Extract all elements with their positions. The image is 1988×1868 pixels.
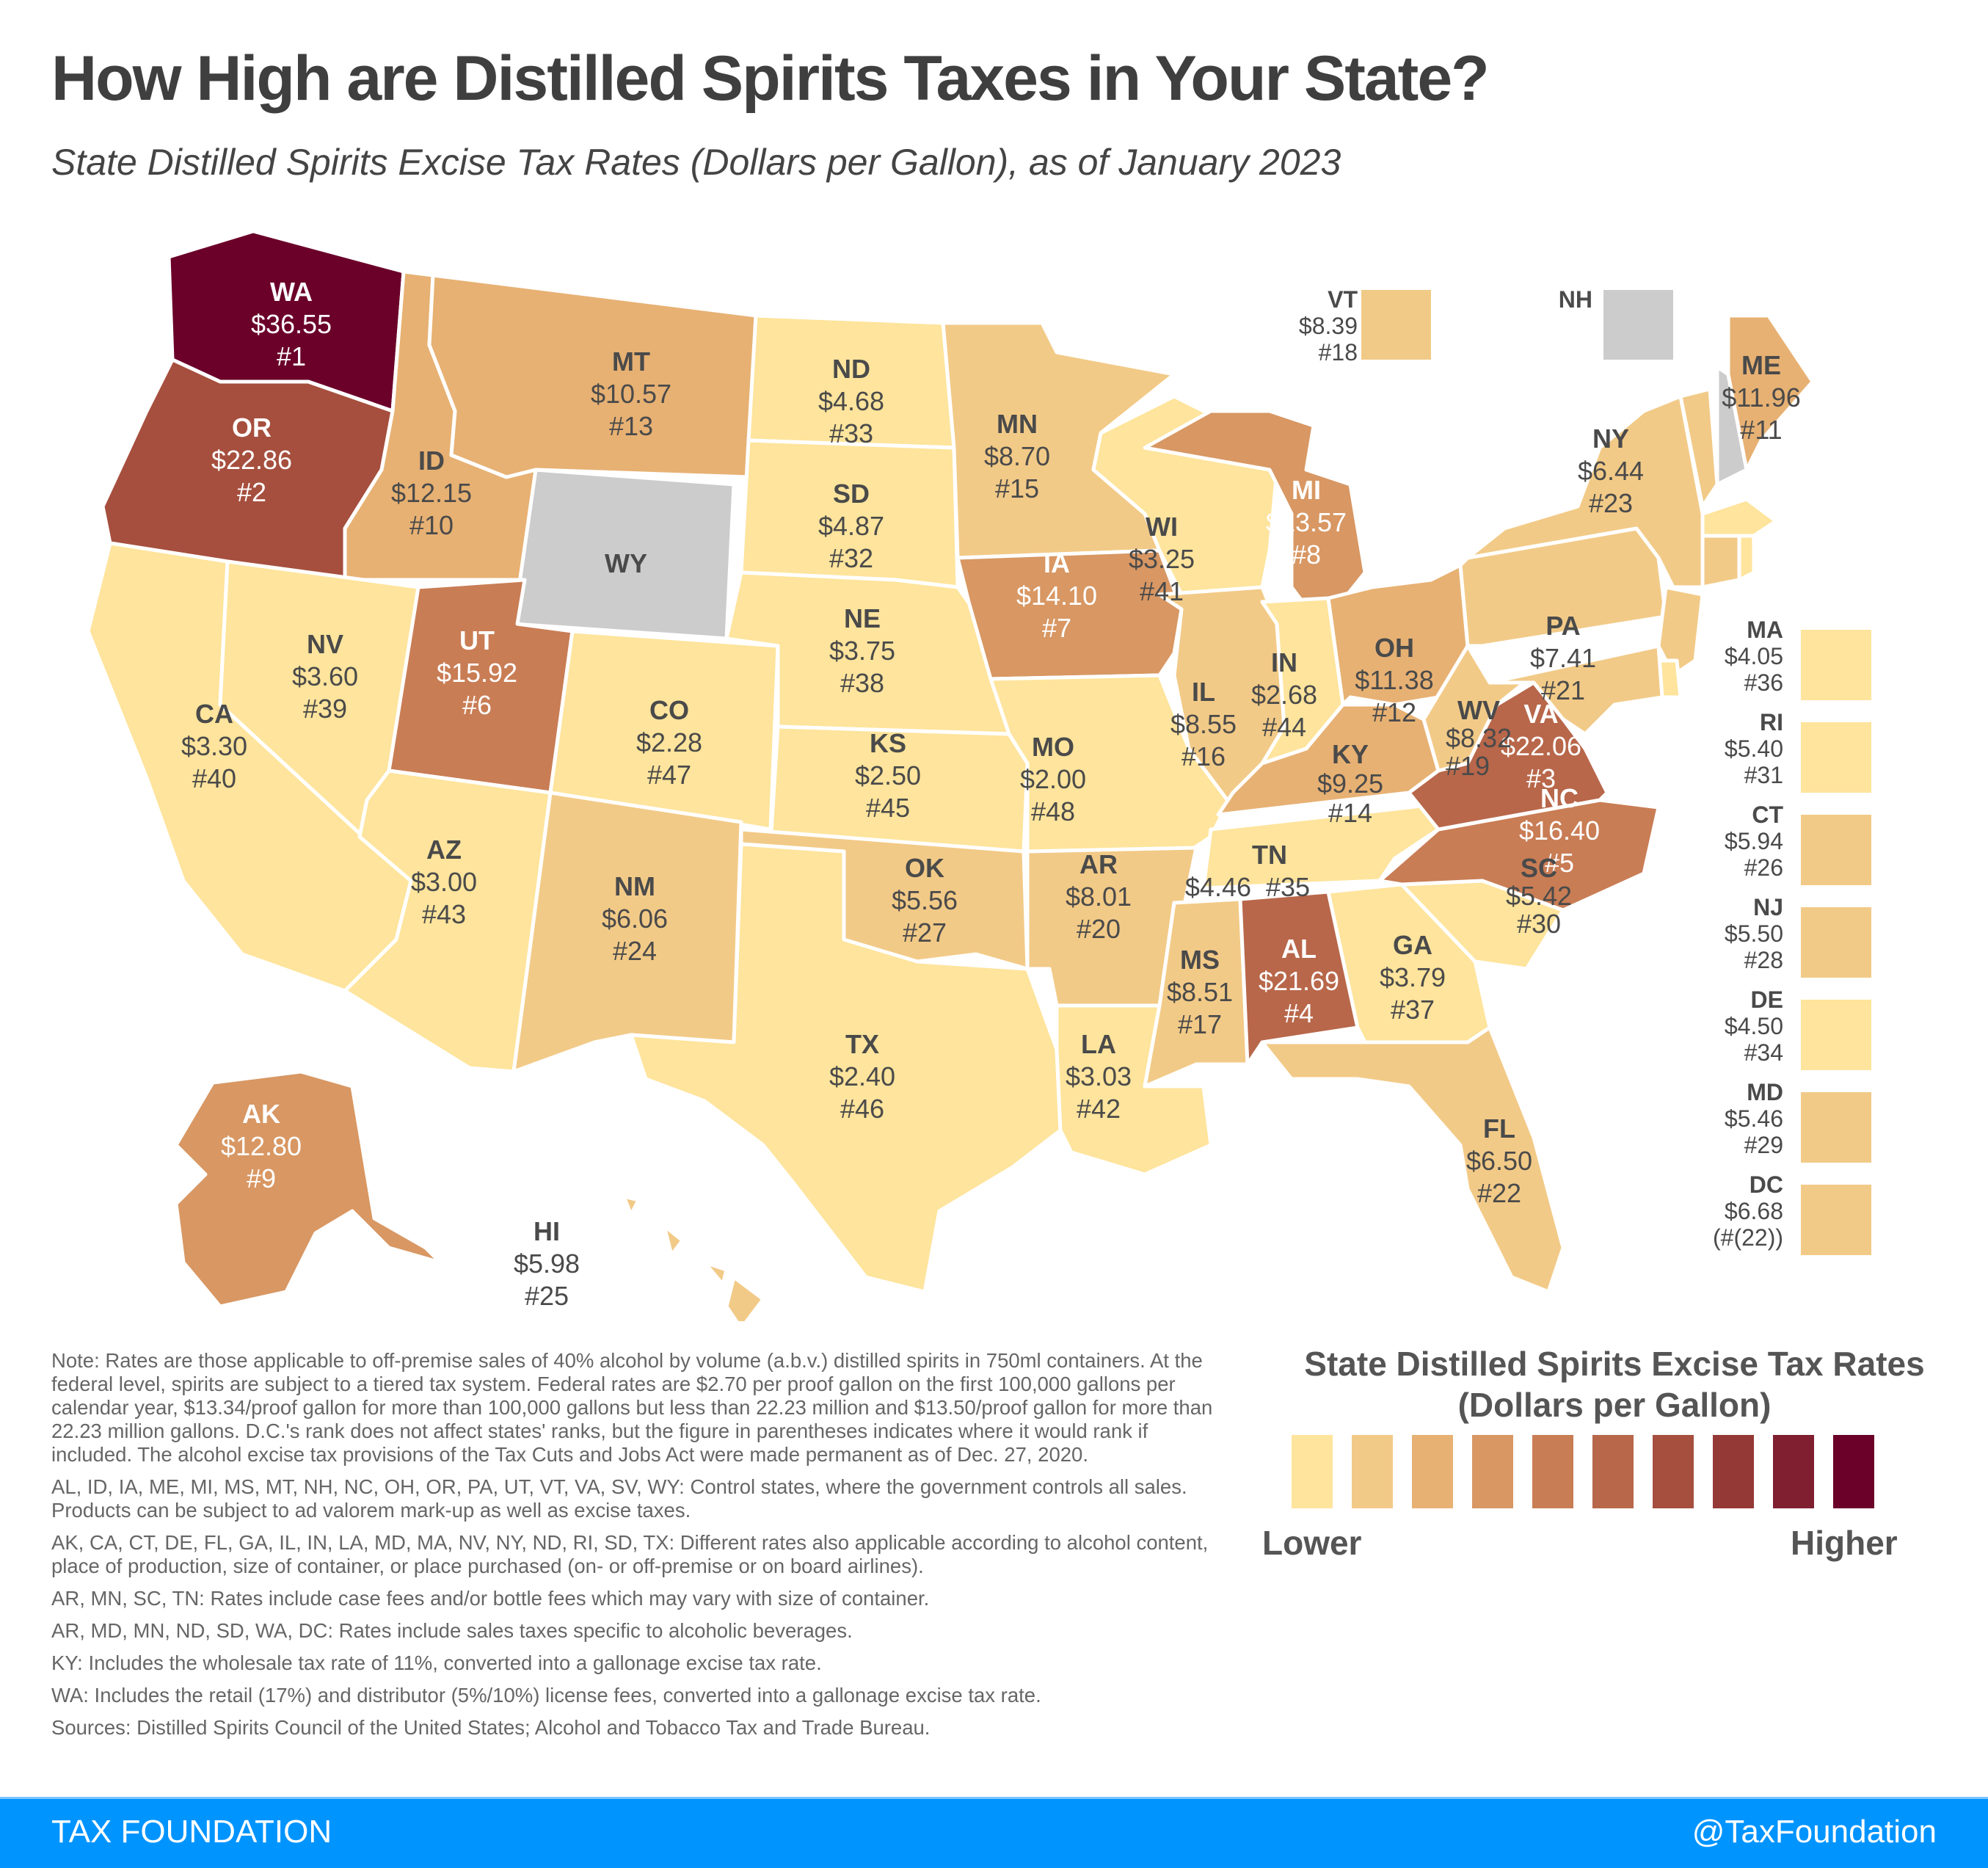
brand-logo-text[interactable]: TAX FOUNDATION <box>51 1814 332 1850</box>
legend-swatch-5 <box>1532 1435 1573 1508</box>
state-AK[interactable] <box>174 1069 443 1309</box>
svg-text:MI$13.57#8: MI $13.57 #8 <box>1266 475 1347 570</box>
svg-text:CA$3.30#40: CA $3.30 #40 <box>181 699 247 793</box>
legend-swatch-9 <box>1773 1435 1814 1508</box>
svg-text:SD$4.87#32: SD $4.87 #32 <box>818 479 884 573</box>
svg-text:UT$15.92#6: UT $15.92 #6 <box>437 625 517 720</box>
svg-text:WI$3.25#41: WI $3.25 #41 <box>1129 512 1195 606</box>
svg-text:NE$3.75#38: NE $3.75 #38 <box>829 603 895 698</box>
svg-text:TX$2.40#46: TX $2.40 #46 <box>829 1029 895 1124</box>
legend-title: State Distilled Spirits Excise Tax Rates… <box>1304 1345 1925 1424</box>
note-sales-taxes: AR, MD, MN, ND, SD, WA, DC: Rates includ… <box>51 1619 853 1642</box>
note-different-rates: AK, CA, CT, DE, FL, GA, IL, IN, LA, MD, … <box>51 1531 1209 1577</box>
legend-swatch-10 <box>1833 1435 1874 1508</box>
svg-text:GA$3.79#37: GA $3.79 #37 <box>1380 930 1446 1025</box>
svg-text:TN$4.46#35: TN $4.46 #35 <box>1185 840 1310 902</box>
label-WA-abbr: WA <box>270 277 313 307</box>
social-handle[interactable]: @TaxFoundation <box>1692 1814 1937 1850</box>
callout-DC: DC $6.68 (#(22)) <box>1681 1171 1871 1255</box>
svg-text:PA$7.41#21: PA $7.41 #21 <box>1530 611 1596 705</box>
state-MO[interactable] <box>988 673 1235 854</box>
legend-swatch-6 <box>1592 1435 1634 1508</box>
svg-text:ND$4.68#33: ND $4.68 #33 <box>818 354 884 448</box>
callout-NH: NH <box>1541 286 1673 367</box>
footer-bar: TAX FOUNDATION @TaxFoundation <box>0 1797 1988 1868</box>
us-map: WA $36.55 #1 OR $22.86 #2 MI $13.57 #8 IA $14.1… <box>88 231 1815 1321</box>
note-sources: Sources: Distilled Spirits Council of th… <box>51 1716 931 1739</box>
state-MA[interactable] <box>1700 497 1778 538</box>
legend-swatch-7 <box>1653 1435 1694 1508</box>
svg-text:OH$11.38#12: OH $11.38 #12 <box>1355 633 1433 727</box>
legend-swatch-8 <box>1713 1435 1754 1508</box>
svg-text:AZ$3.00#43: AZ $3.00 #43 <box>411 835 477 929</box>
state-NJ[interactable] <box>1656 585 1705 677</box>
svg-text:WY: WY <box>605 548 647 578</box>
legend-swatch-3 <box>1412 1435 1453 1508</box>
swatch-NH <box>1603 290 1673 360</box>
callout-VT: VT $8.39 #18 <box>1248 286 1431 367</box>
state-MD[interactable] <box>1488 644 1664 736</box>
callout-DE: DE $4.50 #34 <box>1681 986 1871 1070</box>
swatch-VT <box>1361 290 1431 360</box>
svg-text:WV$8.32#19: WV $8.32 #19 <box>1446 695 1512 781</box>
note-case-fees: AR, MN, SC, TN: Rates include case fees … <box>51 1587 930 1610</box>
state-AL[interactable] <box>1238 890 1360 1066</box>
svg-text:MN$8.70#15: MN $8.70 #15 <box>984 409 1050 504</box>
svg-text:WA$36.55#1: WA $36.55 #1 <box>251 277 332 371</box>
page-title: How High are Distilled Spirits Taxes in … <box>51 43 1490 114</box>
svg-text:IL$8.55#16: IL $8.55 #16 <box>1170 677 1237 771</box>
legend-low-label: Lower <box>1262 1524 1362 1562</box>
svg-text:NY$6.44#23: NY $6.44 #23 <box>1578 424 1644 518</box>
legend-high-label: Higher <box>1791 1524 1898 1562</box>
legend-swatch-4 <box>1472 1435 1513 1508</box>
svg-text:KY$9.25#14: KY $9.25 #14 <box>1317 739 1383 828</box>
callout-NJ: NJ $5.50 #28 <box>1681 894 1871 978</box>
state-HI[interactable] <box>622 1194 765 1321</box>
svg-text:ME$11.96#11: ME $11.96 #11 <box>1722 350 1800 445</box>
page-subtitle: State Distilled Spirits Excise Tax Rates… <box>51 142 1341 183</box>
svg-text:NC$16.40#5: NC $16.40 #5 <box>1519 783 1600 878</box>
svg-text:FL$6.50#22: FL $6.50 #22 <box>1466 1113 1532 1208</box>
legend-color-scale <box>1292 1435 1874 1508</box>
state-TX[interactable] <box>629 842 1063 1294</box>
svg-text:NV$3.60#39: NV $3.60 #39 <box>292 629 358 724</box>
svg-text:OR$22.86#2: OR $22.86 #2 <box>211 413 292 507</box>
callout-RI: RI $5.40 #31 <box>1681 709 1871 793</box>
state-RI[interactable] <box>1737 534 1756 582</box>
legend-swatch-2 <box>1352 1435 1393 1508</box>
svg-text:OK$5.56#27: OK $5.56 #27 <box>892 853 958 948</box>
svg-text:SC$5.42#30: SC $5.42 #30 <box>1506 853 1572 939</box>
svg-text:IA$14.10#7: IA $14.10 #7 <box>1016 548 1097 643</box>
svg-text:ID$12.15#10: ID $12.15 #10 <box>391 446 472 540</box>
note-ky: KY: Includes the wholesale tax rate of 1… <box>51 1651 822 1674</box>
svg-text:HI$5.98#25: HI $5.98 #25 <box>514 1216 580 1311</box>
svg-text:AR$8.01#20: AR $8.01 #20 <box>1066 849 1132 944</box>
legend-swatch-1 <box>1292 1435 1333 1508</box>
svg-text:KS$2.50#45: KS $2.50 #45 <box>855 728 921 823</box>
state-MI[interactable] <box>1143 409 1367 619</box>
callout-MD: MD $5.46 #29 <box>1681 1079 1871 1163</box>
state-KY[interactable] <box>1216 702 1441 817</box>
state-WV[interactable] <box>1421 644 1536 773</box>
note-wa: WA: Includes the retail (17%) and distri… <box>51 1684 1041 1707</box>
svg-text:MO$2.00#48: MO $2.00 #48 <box>1020 732 1086 826</box>
state-ME[interactable] <box>1726 313 1815 472</box>
svg-text:MT$10.57#13: MT $10.57 #13 <box>591 346 671 441</box>
callout-MA: MA $4.05 #36 <box>1681 617 1871 700</box>
svg-text:CO$2.28#47: CO $2.28 #47 <box>636 695 702 790</box>
footnotes: Note: Rates are those applicable to off-… <box>51 1349 1226 1748</box>
svg-text:NM$6.06#24: NM $6.06 #24 <box>602 871 668 966</box>
state-CT[interactable] <box>1700 534 1741 589</box>
svg-text:IN$2.68#44: IN $2.68 #44 <box>1251 647 1317 742</box>
svg-text:MS$8.51#17: MS $8.51 #17 <box>1167 945 1233 1039</box>
svg-text:AL$21.69#4: AL $21.69 #4 <box>1259 934 1339 1028</box>
note-control-states: AL, ID, IA, ME, MI, MS, MT, NH, NC, OH, … <box>51 1475 1187 1522</box>
svg-text:LA$3.03#42: LA $3.03 #42 <box>1066 1029 1132 1124</box>
note-main: Note: Rates are those applicable to off-… <box>51 1349 1213 1466</box>
state-MT[interactable] <box>427 273 758 479</box>
callout-CT: CT $5.94 #26 <box>1681 802 1871 885</box>
svg-text:VA$22.06#3: VA $22.06 #3 <box>1501 699 1581 793</box>
state-FL[interactable] <box>1260 1025 1565 1294</box>
svg-text:AK$12.80#9: AK $12.80 #9 <box>221 1099 302 1193</box>
